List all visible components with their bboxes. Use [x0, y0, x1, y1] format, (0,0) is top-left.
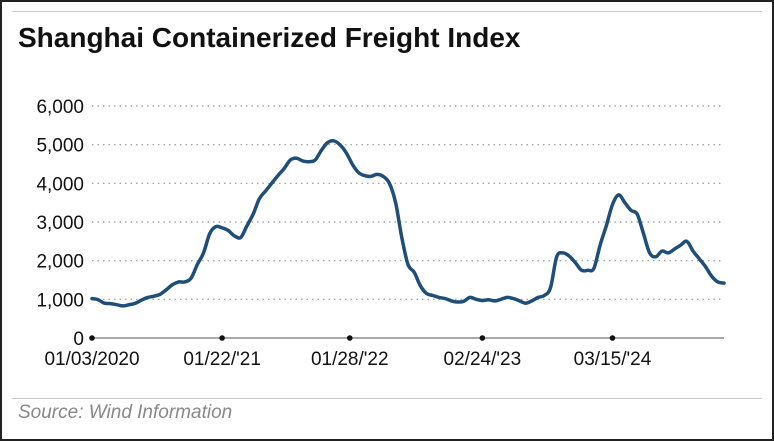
- y-axis-ticks: 0 1,000 2,000 3,000 4,000 5,000 6,000: [36, 97, 84, 350]
- y-tick-label: 4,000: [36, 174, 84, 195]
- x-tick-label: 01/03/2020: [44, 349, 139, 370]
- y-tick-label: 2,000: [36, 252, 84, 273]
- x-tick-mark: [479, 335, 486, 341]
- y-tick-label: 0: [73, 329, 84, 350]
- x-axis-ticks: 01/03/2020 01/22/'21 01/28/'22 02/24/'23 03/…: [44, 335, 652, 370]
- x-tick-label: 03/15/'24: [574, 349, 652, 370]
- x-tick-mark: [609, 335, 616, 341]
- x-tick-label: 01/28/'22: [311, 349, 389, 370]
- y-tick-label: 6,000: [36, 97, 84, 118]
- y-tick-label: 3,000: [36, 213, 84, 234]
- gridlines: [92, 105, 724, 300]
- x-tick-mark: [346, 335, 353, 341]
- x-tick-mark: [89, 335, 95, 341]
- x-tick-label: 01/22/'21: [183, 349, 261, 370]
- chart-title: Shanghai Containerized Freight Index: [18, 22, 521, 53]
- series-line-scfi: [90, 138, 726, 308]
- y-tick-label: 5,000: [36, 136, 84, 157]
- y-tick-label: 1,000: [36, 290, 84, 311]
- x-tick-mark: [219, 335, 225, 341]
- top-rule: [12, 11, 762, 12]
- bottom-rule: [12, 398, 762, 399]
- x-tick-label: 02/24/'23: [444, 349, 522, 370]
- source-note: Source: Wind Information: [18, 402, 233, 423]
